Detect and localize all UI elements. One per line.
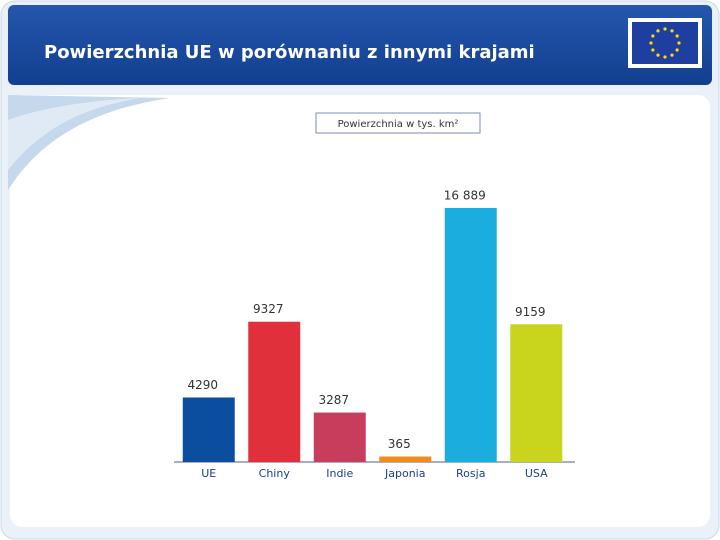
chart-subtitle: Powierzchnia w tys. km² bbox=[338, 119, 459, 130]
star bbox=[663, 55, 667, 59]
bar bbox=[313, 412, 366, 462]
x-tick-label: UE bbox=[201, 467, 216, 480]
bar bbox=[444, 208, 497, 462]
flag-stars bbox=[649, 27, 681, 59]
value-label: 9327 bbox=[253, 302, 284, 316]
x-tick-label: Japonia bbox=[384, 467, 425, 480]
value-label: 9159 bbox=[515, 305, 546, 319]
star bbox=[656, 53, 660, 57]
star bbox=[656, 29, 660, 33]
star bbox=[651, 34, 655, 38]
value-label: 16 889 bbox=[444, 189, 486, 203]
value-label: 365 bbox=[388, 437, 411, 451]
star bbox=[649, 41, 653, 45]
x-tick-label: Rosja bbox=[456, 467, 485, 480]
slide-title: Powierzchnia UE w porównaniu z innymi kr… bbox=[44, 42, 535, 63]
star bbox=[670, 29, 674, 33]
value-label: 4290 bbox=[187, 378, 218, 392]
bar bbox=[248, 321, 301, 462]
star bbox=[677, 41, 681, 45]
subtitle-box bbox=[315, 112, 481, 134]
header-band bbox=[8, 5, 712, 85]
star bbox=[651, 48, 655, 52]
bar bbox=[510, 324, 563, 462]
value-label: 3287 bbox=[318, 393, 349, 407]
star bbox=[675, 48, 679, 52]
bar bbox=[379, 456, 432, 462]
x-tick-label: Chiny bbox=[259, 467, 291, 480]
star bbox=[663, 27, 667, 31]
x-tick-label: Indie bbox=[326, 467, 353, 480]
bar bbox=[182, 397, 235, 462]
star bbox=[675, 34, 679, 38]
x-tick-label: USA bbox=[525, 467, 548, 480]
swoosh-light bbox=[8, 98, 140, 170]
star bbox=[670, 53, 674, 57]
